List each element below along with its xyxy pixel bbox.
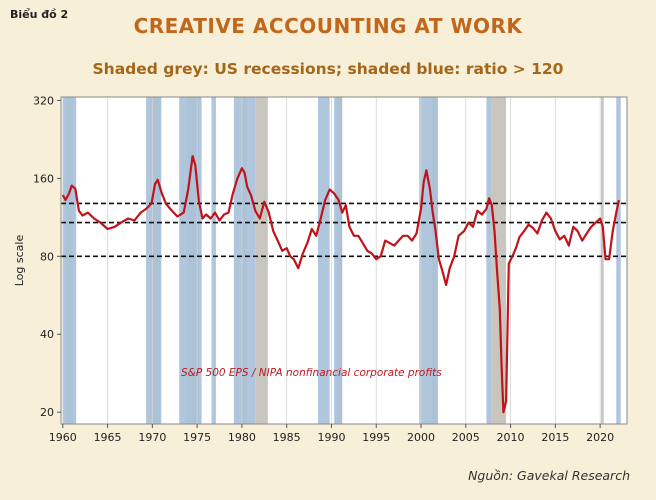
ratio-band <box>334 97 343 424</box>
chart-subtitle: Shaded grey: US recessions; shaded blue:… <box>92 60 564 78</box>
x-tick-label: 1980 <box>228 431 256 444</box>
x-tick-label: 1960 <box>49 431 77 444</box>
x-tick-label: 1975 <box>183 431 211 444</box>
vertical-gridlines <box>62 97 601 424</box>
y-tick-label: 80 <box>40 250 54 263</box>
x-axis: 1960 1965 1970 1975 1980 1985 1990 1995 2000 2005… <box>49 424 614 444</box>
plot-border <box>60 96 628 425</box>
shading-bands <box>61 97 627 424</box>
ratio-band <box>318 97 330 424</box>
x-tick-label: 2020 <box>586 431 614 444</box>
x-tick-label: 1995 <box>362 431 390 444</box>
y-tick-label: 40 <box>40 328 54 341</box>
x-tick-label: 2005 <box>452 431 480 444</box>
y-tick-label: 160 <box>33 172 54 185</box>
y-tick-label: 20 <box>40 406 54 419</box>
x-tick-label: 1970 <box>138 431 166 444</box>
series-group <box>61 155 620 414</box>
ratio-band <box>486 97 492 424</box>
x-tick-label: 2000 <box>407 431 435 444</box>
y-tick-label: 320 <box>33 94 54 107</box>
series-line <box>61 155 620 414</box>
y-axis: 20 40 80 160 320 <box>33 94 61 419</box>
recession-band <box>255 97 268 424</box>
ratio-band <box>146 97 162 424</box>
ratio-band <box>211 97 216 424</box>
recession-band <box>601 97 604 424</box>
x-tick-label: 1985 <box>273 431 301 444</box>
reference-lines <box>61 202 627 258</box>
y-axis-label: Log scale <box>13 235 26 287</box>
source-credit: Nguồn: Gavekal Research <box>468 468 630 483</box>
chart-label: Biểu đồ 2 <box>10 8 69 21</box>
x-tick-label: 1965 <box>94 431 122 444</box>
x-tick-label: 2010 <box>497 431 525 444</box>
ratio-band <box>62 97 77 424</box>
plot-frame <box>60 96 628 425</box>
ratio-band <box>616 97 621 424</box>
x-tick-label: 1990 <box>317 431 345 444</box>
series-annotation: S&P 500 EPS / NIPA nonfinancial corporat… <box>181 367 442 379</box>
chart-title: CREATIVE ACCOUNTING AT WORK <box>133 14 523 38</box>
x-tick-label: 2015 <box>541 431 569 444</box>
recession-band <box>491 97 507 424</box>
ratio-band <box>233 97 256 424</box>
